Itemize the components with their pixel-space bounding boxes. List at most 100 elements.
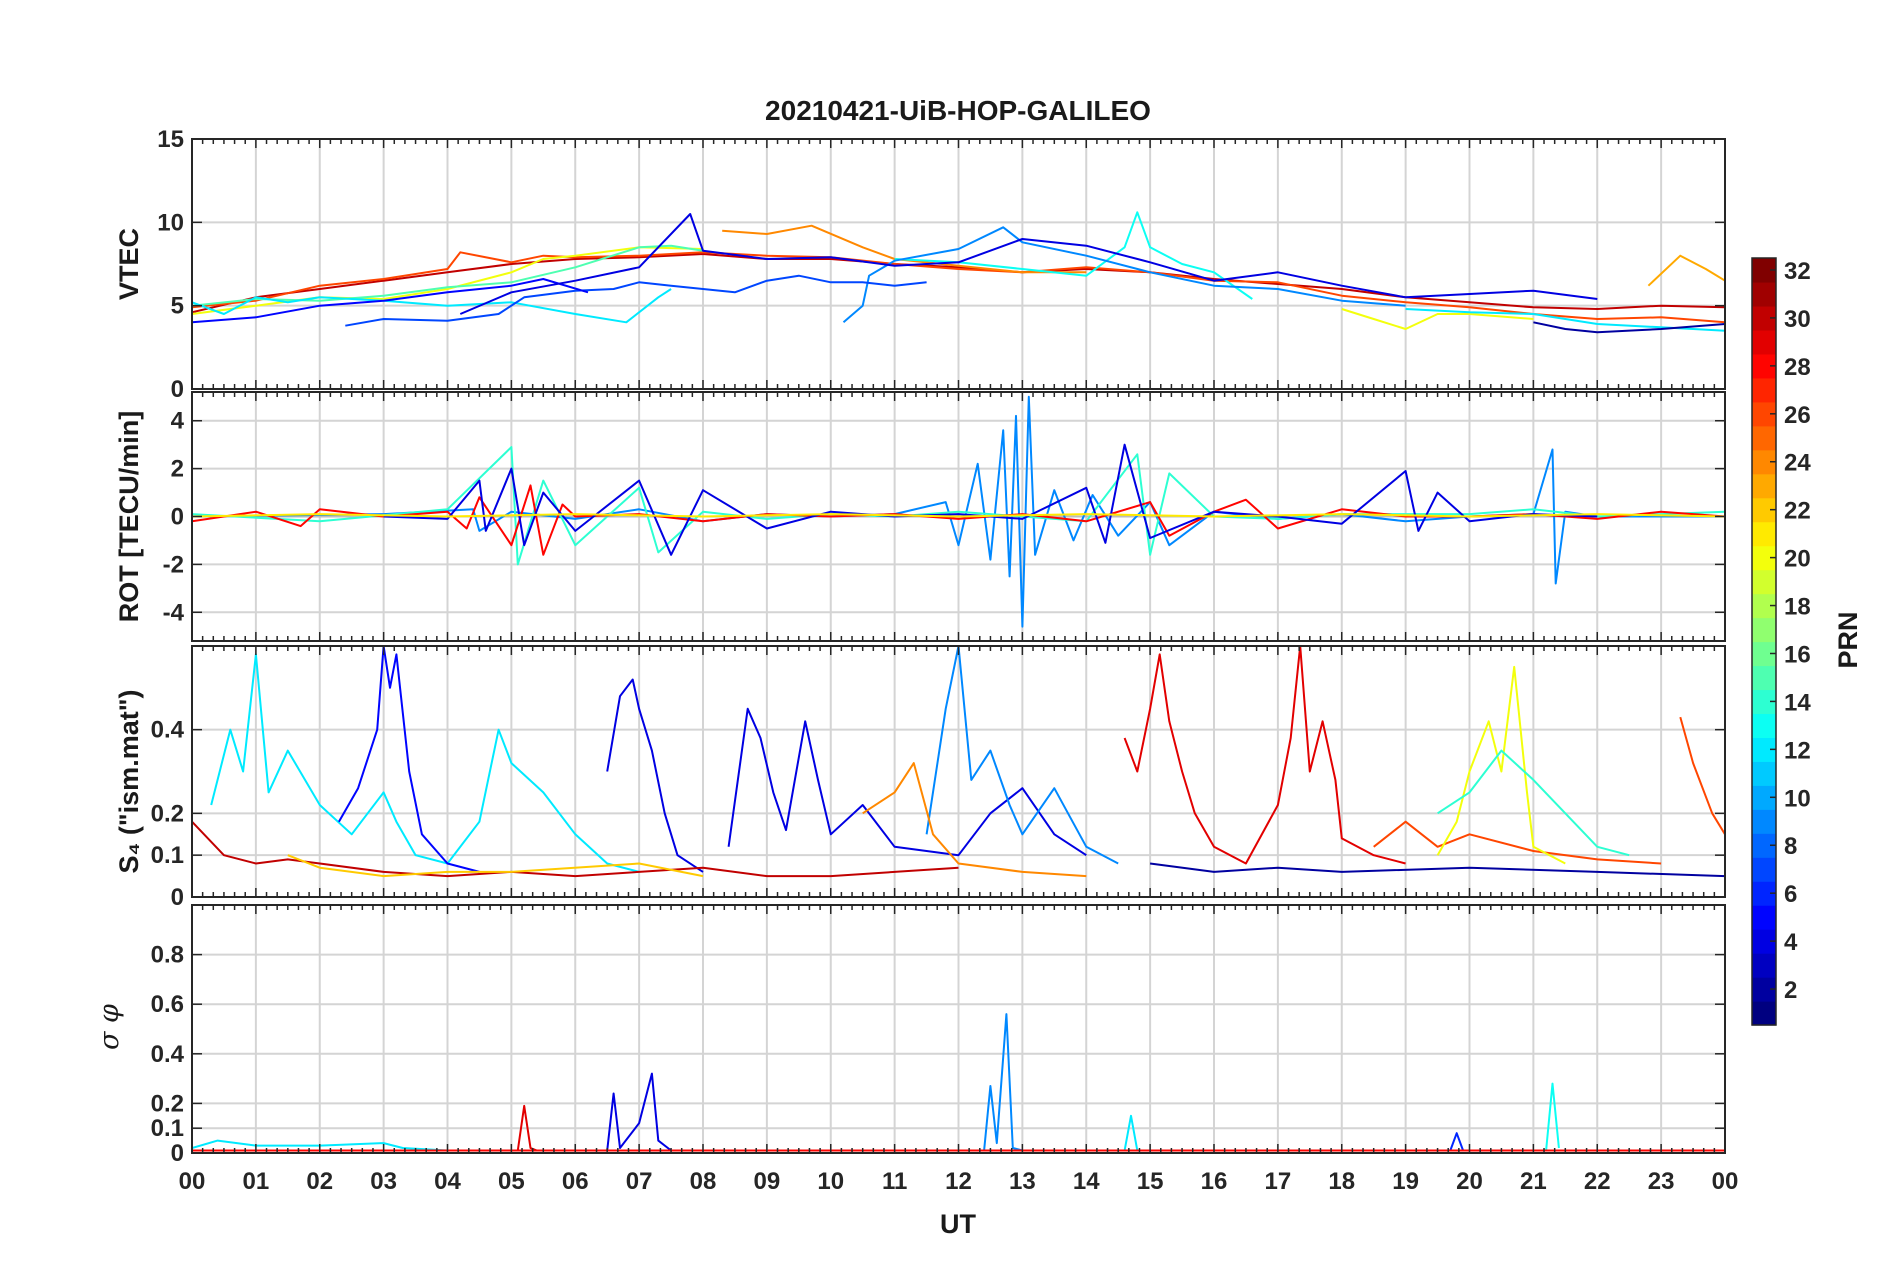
colorbar-swatch: [1752, 905, 1776, 930]
y-tick-label: 0: [171, 1140, 184, 1167]
colorbar-tick-label: 10: [1784, 785, 1811, 812]
x-tick-label: 04: [434, 1168, 461, 1195]
y-tick-label: 4: [171, 408, 185, 435]
colorbar-swatch: [1752, 857, 1776, 882]
colorbar-swatch: [1752, 281, 1776, 307]
y-tick-label: 15: [157, 126, 184, 153]
series-line-prn-4: [606, 678, 704, 873]
x-tick-label: 17: [1265, 1168, 1292, 1195]
x-tick-label: 18: [1328, 1168, 1355, 1195]
x-tick-label: 10: [817, 1168, 844, 1195]
colorbar-tick-label: 24: [1784, 450, 1811, 477]
colorbar-swatch: [1752, 617, 1776, 643]
x-tick-label: 03: [370, 1168, 397, 1195]
series-group: [192, 211, 1725, 334]
series-line-prn-15: [192, 244, 704, 307]
colorbar-swatch: [1752, 377, 1776, 403]
x-tick-label: 22: [1584, 1168, 1611, 1195]
chart-title: 20210421-UiB-HOP-GALILEO: [765, 95, 1151, 126]
colorbar-swatch: [1752, 521, 1776, 547]
y-tick-label: 0.4: [151, 717, 185, 744]
y-tick-label: 10: [157, 209, 184, 236]
series-line-prn-29: [1123, 646, 1406, 865]
x-tick-label: 15: [1137, 1168, 1164, 1195]
y-tick-label: 0.2: [151, 1090, 184, 1117]
x-tick-label: 20: [1456, 1168, 1483, 1195]
series-line-prn-4: [727, 707, 1087, 857]
colorbar-tick-label: 20: [1784, 546, 1811, 573]
plot-frame: [191, 391, 1726, 642]
colorbar-tick-label: 16: [1784, 641, 1811, 668]
x-tick-label: 08: [690, 1168, 717, 1195]
colorbar-swatch: [1752, 713, 1776, 738]
series-line-prn-20: [1341, 308, 1534, 330]
colorbar-tick-label: 30: [1784, 306, 1811, 333]
y-tick-label: -4: [163, 599, 185, 626]
colorbar-frame: [1751, 257, 1777, 1026]
colorbar-tick-label: 28: [1784, 354, 1811, 381]
series-line-prn-29: [516, 1104, 538, 1152]
x-tick-label: 01: [243, 1168, 270, 1195]
colorbar-swatch: [1752, 329, 1776, 355]
series-line-prn-30: [192, 253, 1725, 314]
colorbar-swatch: [1752, 809, 1776, 834]
y-tick-label: -2: [163, 551, 184, 578]
series-line-prn-12: [192, 288, 672, 324]
series-line-prn-5: [192, 278, 589, 324]
y-tick-label: 0: [171, 884, 184, 911]
series-line-prn-14: [1437, 749, 1630, 857]
y-tick-label: 0.8: [151, 942, 184, 969]
x-tick-label: 02: [306, 1168, 333, 1195]
series-line-prn-7: [345, 274, 927, 327]
series-line-prn-20: [1436, 665, 1566, 865]
series-line-prn-24: [722, 224, 1087, 274]
plot-frame: [191, 645, 1726, 898]
x-tick-label: 07: [626, 1168, 653, 1195]
panel-rot: -4 -2 0 2 4 ROT [TECU/min]: [114, 391, 1726, 642]
x-tick-label: 19: [1392, 1168, 1419, 1195]
colorbar-tick-label: 6: [1784, 881, 1797, 908]
x-tick-label: 06: [562, 1168, 589, 1195]
series-line-prn-4: [383, 443, 1598, 556]
plot-frame: [191, 138, 1726, 390]
x-tick-label: 00: [179, 1168, 206, 1195]
y-tick-label: 0: [171, 504, 184, 531]
panel-vtec: 0 5 10 15 VTEC: [114, 126, 1726, 403]
x-tick-label: 21: [1520, 1168, 1547, 1195]
y-tick-label: 0.1: [151, 842, 184, 869]
x-axis-label: UT: [940, 1209, 976, 1239]
colorbar-swatch: [1752, 569, 1776, 595]
series-line-prn-2: [1533, 321, 1725, 334]
colorbar-tick-label: 2: [1784, 977, 1797, 1004]
series-line-prn-22: [287, 854, 704, 878]
colorbar-swatch: [1752, 953, 1776, 978]
y-axis-label: VTEC: [114, 228, 144, 300]
colorbar-tick-label: 32: [1784, 258, 1811, 285]
colorbar-tick-label: 14: [1784, 689, 1811, 716]
colorbar-swatch: [1752, 473, 1776, 499]
colorbar-swatch: [1752, 1001, 1776, 1026]
series-line-prn-9: [925, 646, 1119, 865]
colorbar-tick-label: 4: [1784, 929, 1798, 956]
x-tick-label: 13: [1009, 1168, 1036, 1195]
series-line-prn-4: [459, 213, 1598, 315]
colorbar-swatch: [1752, 425, 1776, 451]
colorbar-tick-label: 12: [1784, 737, 1811, 764]
x-tick-label: 05: [498, 1168, 525, 1195]
x-tick-label: 16: [1201, 1168, 1228, 1195]
y-tick-label: 0.4: [151, 1041, 185, 1068]
series-line-prn-2: [1149, 862, 1725, 878]
series-line-prn-6: [1449, 1132, 1465, 1151]
colorbar-tick-label: 18: [1784, 594, 1811, 621]
y-tick-label: 5: [171, 293, 184, 320]
x-tick-label: 14: [1073, 1168, 1100, 1195]
y-tick-label: 0.1: [151, 1115, 184, 1142]
colorbar-tick-label: 8: [1784, 833, 1797, 860]
y-tick-label: 2: [171, 456, 184, 483]
y-tick-label: 0.6: [151, 991, 184, 1018]
series-line-prn-26: [192, 251, 1725, 324]
y-axis-label: σ φ: [94, 1004, 125, 1050]
series-group: [192, 395, 1725, 628]
colorbar-swatch: [1752, 665, 1776, 691]
